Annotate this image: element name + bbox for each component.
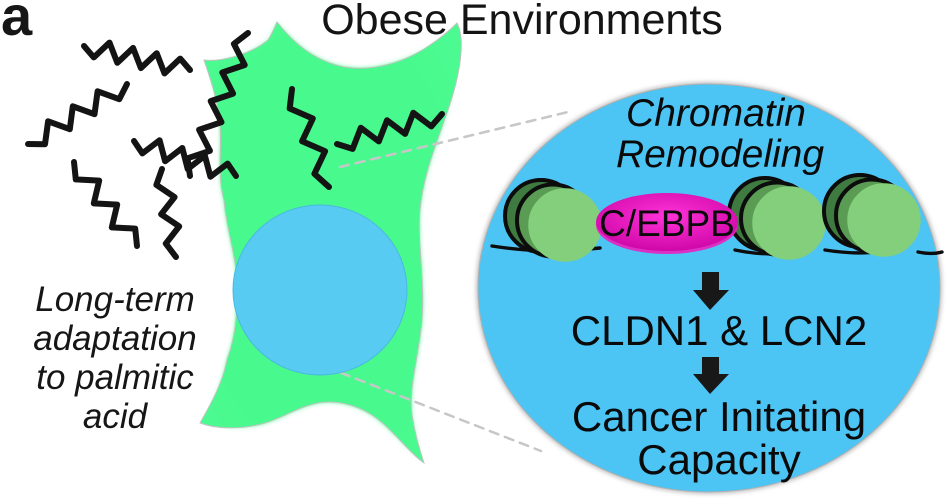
svg-text:adaptation: adaptation <box>33 319 196 358</box>
svg-text:Obese Environments: Obese Environments <box>321 0 723 44</box>
svg-text:Chromatin: Chromatin <box>626 92 806 135</box>
svg-text:Long-term: Long-term <box>35 280 195 319</box>
svg-text:a: a <box>1 0 33 47</box>
svg-text:acid: acid <box>83 397 149 436</box>
svg-text:Capacity: Capacity <box>637 436 800 483</box>
svg-text:Remodeling: Remodeling <box>616 133 824 176</box>
svg-text:Cancer Initating: Cancer Initating <box>572 393 866 440</box>
svg-text:CLDN1 & LCN2: CLDN1 & LCN2 <box>571 307 867 354</box>
svg-text:to palmitic: to palmitic <box>36 358 194 397</box>
svg-text:C/EBPB: C/EBPB <box>599 203 735 244</box>
